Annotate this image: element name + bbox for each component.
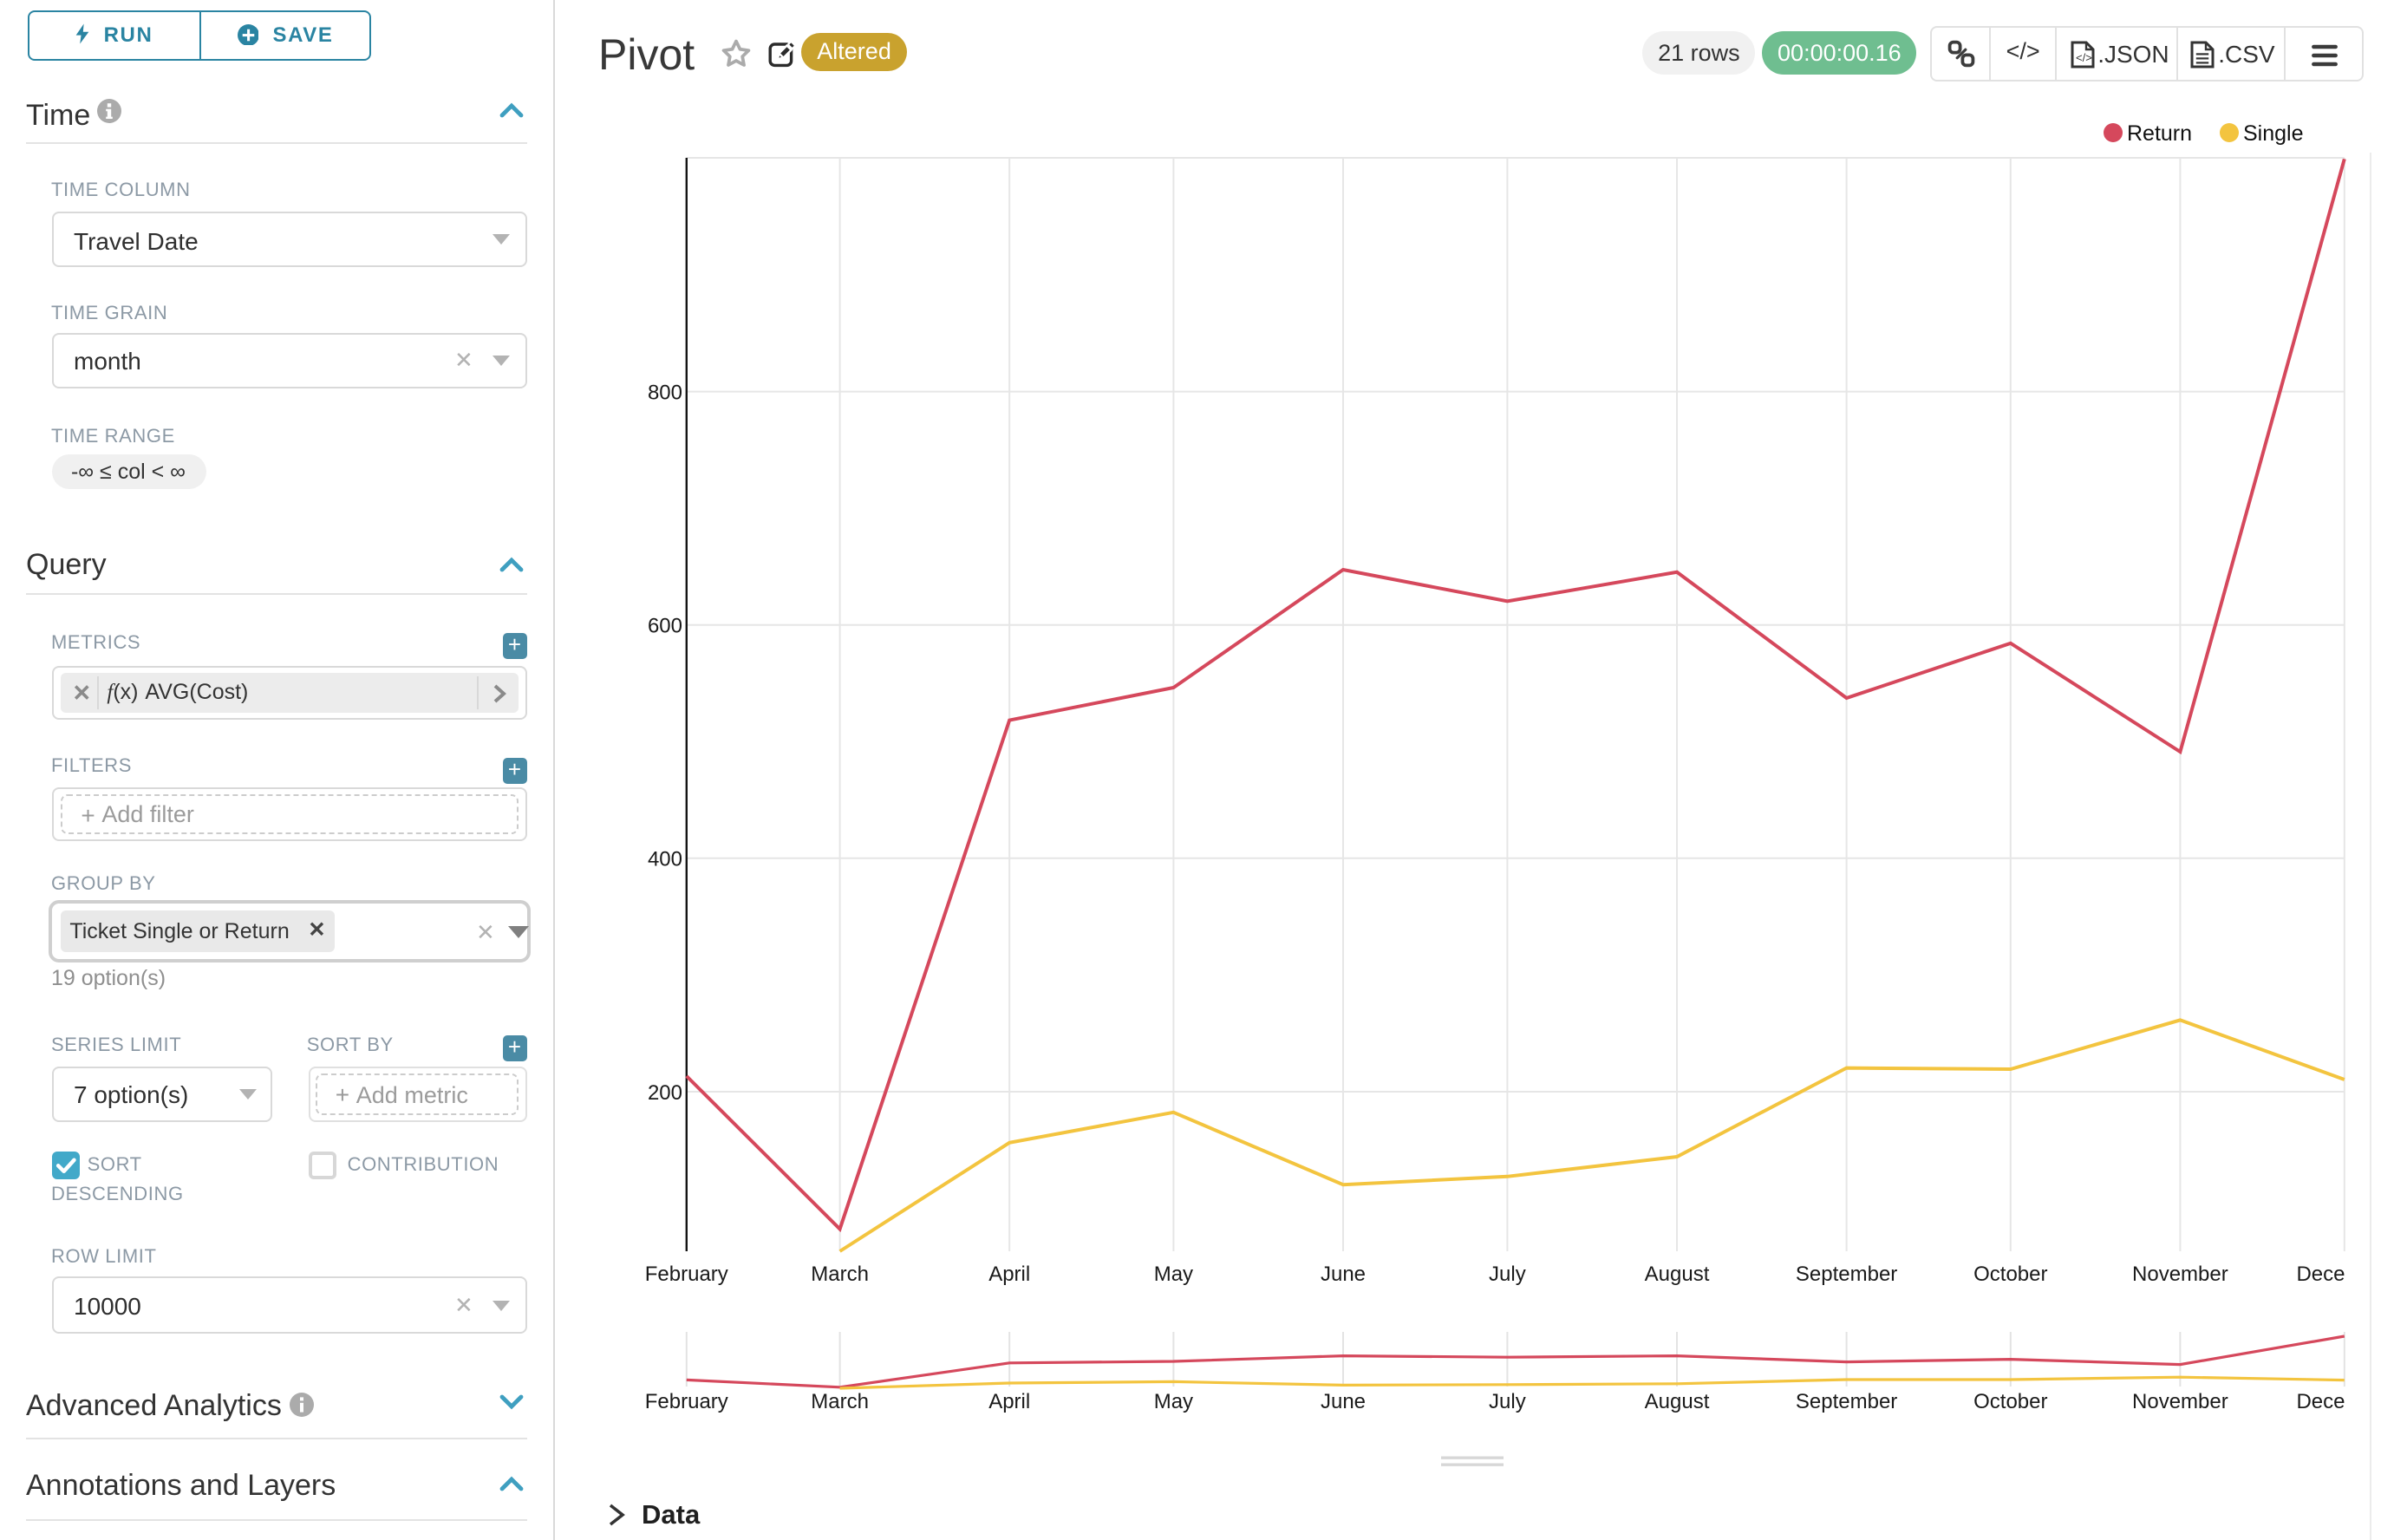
svg-text:August: August: [1645, 1263, 1710, 1286]
svg-text:March: March: [811, 1263, 869, 1286]
svg-text:June: June: [1321, 1263, 1366, 1286]
svg-text:800: 800: [648, 381, 682, 404]
svg-text:Single: Single: [2243, 121, 2304, 146]
svg-text:Return: Return: [2127, 121, 2192, 146]
svg-text:November: November: [2132, 1263, 2228, 1286]
svg-text:November: November: [2132, 1390, 2228, 1413]
svg-text:400: 400: [648, 848, 682, 871]
svg-text:May: May: [1154, 1390, 1193, 1413]
svg-text:Data: Data: [642, 1499, 701, 1530]
svg-text:June: June: [1321, 1390, 1366, 1413]
svg-text:February: February: [645, 1263, 728, 1286]
svg-text:April: April: [988, 1263, 1030, 1286]
svg-text:May: May: [1154, 1263, 1193, 1286]
svg-text:April: April: [988, 1390, 1030, 1413]
svg-text:December: December: [2296, 1263, 2381, 1286]
svg-text:</>: </>: [2075, 51, 2091, 64]
svg-text:March: March: [811, 1390, 869, 1413]
svg-text:July: July: [1489, 1390, 1526, 1413]
svg-text:September: September: [1796, 1263, 1897, 1286]
svg-text:July: July: [1489, 1263, 1526, 1286]
svg-text:August: August: [1645, 1390, 1710, 1413]
svg-text:October: October: [1973, 1390, 2047, 1413]
svg-text:December: December: [2296, 1390, 2381, 1413]
svg-text:October: October: [1973, 1263, 2047, 1286]
svg-text:February: February: [645, 1390, 728, 1413]
svg-text:September: September: [1796, 1390, 1897, 1413]
svg-text:600: 600: [648, 615, 682, 638]
svg-text:200: 200: [648, 1081, 682, 1105]
